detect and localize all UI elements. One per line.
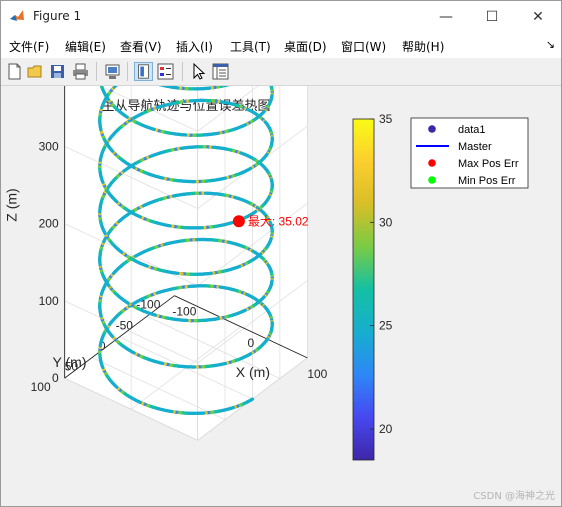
menu-bar: 文件(F) 编辑(E) 查看(V) 插入(I) 工具(T) 桌面(D) 窗口(W… — [1, 32, 561, 59]
print-icon[interactable] — [71, 62, 90, 81]
z-axis-label: Z (m) — [4, 188, 20, 221]
matlab-logo-icon — [9, 8, 25, 24]
grid-line — [146, 315, 281, 379]
toolbar-separator — [96, 62, 97, 81]
y-axis-label: Y (m) — [53, 354, 87, 370]
pointer-icon[interactable] — [189, 62, 208, 81]
menu-desktop[interactable]: 桌面(D) — [284, 40, 327, 54]
title-bar: Figure 1 — ☐ ✕ — [1, 1, 561, 32]
colorbar-tick-label: 35 — [379, 112, 393, 126]
legend-marker — [428, 125, 436, 133]
grid-line — [64, 357, 308, 441]
toolbar-separator — [127, 62, 128, 81]
watermark: CSDN @海神之光 — [473, 491, 555, 502]
legend-marker — [428, 159, 436, 167]
legend-label: Master — [458, 141, 492, 153]
menu-tools[interactable]: 工具(T) — [230, 40, 271, 54]
max-error-annotation: 最大: 35.02 — [248, 214, 309, 228]
colorbar-tick-label: 20 — [379, 422, 393, 436]
minimize-button[interactable]: — — [423, 1, 469, 32]
colorbar — [352, 118, 375, 461]
y-tick-label: 50 — [65, 360, 79, 374]
close-button[interactable]: ✕ — [515, 1, 561, 32]
legend-marker — [428, 176, 436, 184]
grid-line — [91, 357, 226, 421]
y-tick-label: 0 — [99, 339, 106, 353]
colorbar-tick-label: 25 — [379, 319, 393, 333]
toolbar — [1, 58, 561, 86]
property-editor-icon[interactable] — [211, 62, 230, 81]
menu-dock-arrow-icon[interactable]: ↘ — [545, 38, 555, 51]
x-tick-label: -100 — [172, 305, 196, 319]
y-tick-label: -50 — [116, 318, 134, 332]
legend-label: Max Pos Err — [458, 158, 519, 170]
toolbar-separator — [182, 62, 183, 81]
link-plot-icon[interactable] — [103, 62, 122, 81]
open-file-icon[interactable] — [26, 62, 45, 81]
y-tick-label: 100 — [31, 380, 51, 394]
z-tick-label: 300 — [39, 139, 59, 153]
legend-icon[interactable] — [156, 62, 175, 81]
x-axis-line — [174, 295, 308, 359]
maximize-button[interactable]: ☐ — [469, 1, 515, 32]
x-axis-label: X (m) — [236, 364, 270, 380]
y-tick-label: -100 — [136, 298, 160, 312]
z-tick-label: 200 — [39, 217, 59, 231]
z-tick-label: 0 — [52, 371, 59, 385]
grid-line — [64, 280, 308, 364]
colorbar-tick-label: 30 — [379, 215, 393, 229]
minimize-icon: — — [439, 8, 453, 25]
x-tick-label: 0 — [248, 336, 255, 350]
legend-label: Min Pos Err — [458, 175, 516, 187]
save-icon[interactable] — [48, 62, 67, 81]
maximize-icon: ☐ — [485, 8, 499, 25]
max-error-marker — [232, 215, 245, 228]
menu-file[interactable]: 文件(F) — [9, 40, 50, 54]
new-figure-icon[interactable] — [5, 62, 24, 81]
x-tick-label: 100 — [307, 367, 327, 381]
window-title: Figure 1 — [33, 9, 82, 23]
legend-label: data1 — [458, 124, 486, 136]
menu-edit[interactable]: 编辑(E) — [65, 40, 106, 54]
z-tick-label: 100 — [39, 294, 59, 308]
colorbar-icon[interactable] — [134, 62, 153, 81]
grid-line — [64, 125, 308, 209]
grid-line — [99, 86, 259, 132]
close-icon: ✕ — [532, 8, 544, 25]
y-axis-line — [64, 295, 175, 379]
menu-window[interactable]: 窗口(W) — [341, 40, 387, 54]
menu-insert[interactable]: 插入(I) — [176, 40, 213, 54]
menu-view[interactable]: 查看(V) — [120, 40, 162, 54]
menu-help[interactable]: 帮助(H) — [402, 40, 445, 54]
